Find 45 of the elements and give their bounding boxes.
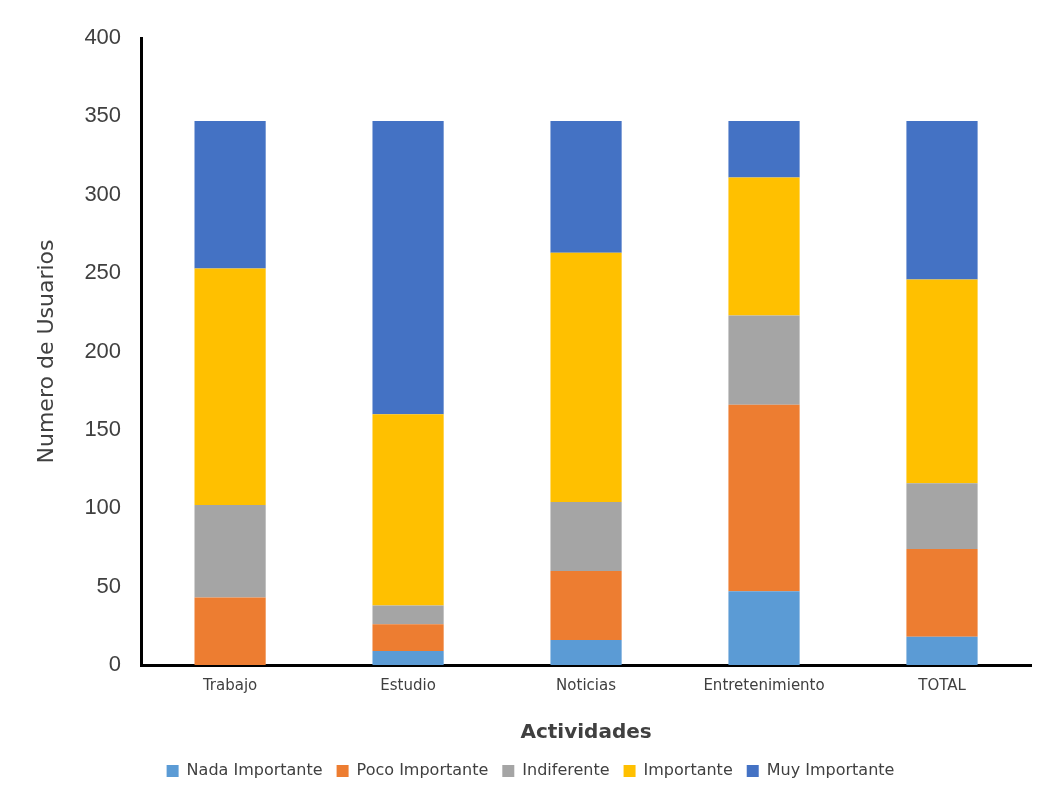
y-tick-label: 200 [84,337,122,363]
y-tick-label: 350 [84,102,122,128]
y-tick-label: 0 [108,651,122,677]
y-tick-label: 400 [84,24,122,50]
bar [550,570,622,640]
bar [372,414,444,606]
bar [194,121,266,269]
bar [372,605,444,625]
x-tick-label: Estudio [380,675,436,694]
bar [728,591,800,665]
bar [906,549,978,637]
y-tick-label: 250 [84,259,122,285]
x-tick-label: TOTAL [917,675,967,694]
legend-label: Nada Importante [186,760,323,780]
bar [906,636,978,665]
bar [194,505,266,598]
bar [194,597,266,665]
y-axis-title: Numero de Usuarios [32,239,58,464]
bar [550,121,622,253]
legend-label: Importante [643,760,733,780]
y-tick-label: 100 [84,494,122,520]
bar [194,268,266,506]
bar [728,177,800,316]
bar [550,501,622,571]
x-tick-label: Entretenimiento [703,675,825,694]
bar [728,121,800,178]
bar [550,639,622,665]
bar [906,483,978,550]
bar [372,650,444,665]
y-tick-label: 300 [84,180,122,206]
x-tick-label: Trabajo [201,675,258,694]
bar [372,624,444,651]
bar [906,279,978,484]
bar [906,121,978,280]
x-axis-title: Actividades [520,719,652,744]
y-tick-label: 150 [84,415,122,441]
bar [550,252,622,502]
legend-label: Poco Importante [356,760,489,780]
legend-label: Muy Importante [766,760,895,780]
legend-label: Indiferente [522,760,610,780]
x-tick-label: Noticias [556,675,617,694]
bar [728,315,800,405]
y-tick-label: 50 [96,572,122,598]
bar [372,121,444,415]
bar [728,404,800,592]
